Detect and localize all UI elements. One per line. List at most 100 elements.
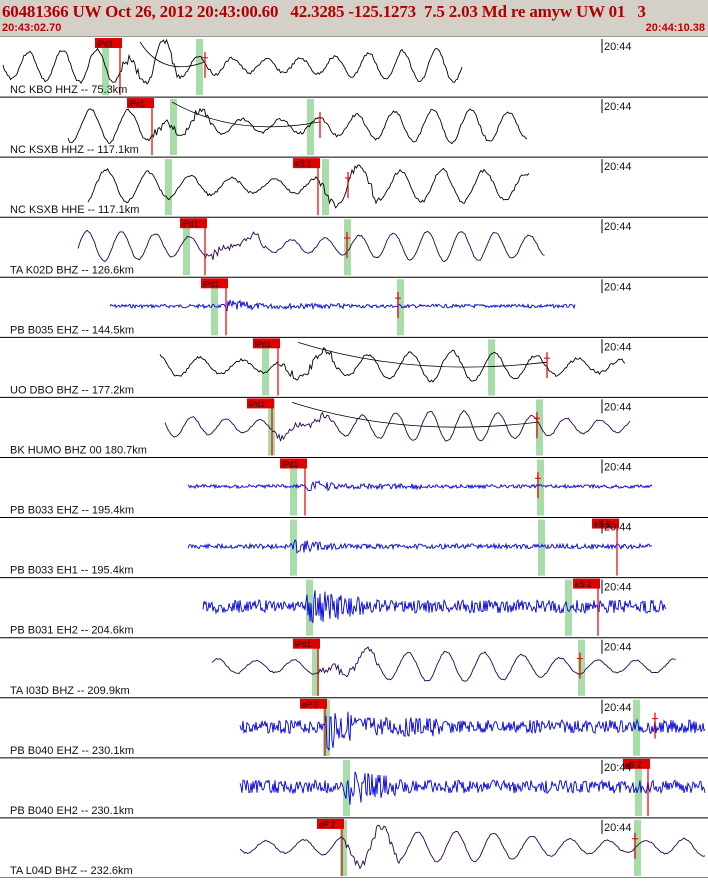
pick-window <box>536 399 543 456</box>
station-label: BK HUMO BHZ 00 180.7km <box>10 444 147 456</box>
pick-label: eS 2 <box>594 520 611 529</box>
station-label: NC KSXB HHE -- 117.1km <box>10 204 139 216</box>
trace-row[interactable]: eS 2 20:44 NC KSXB HHE -- 117.1km <box>0 158 708 218</box>
station-label: PB B033 EH1 -- 195.4km <box>10 565 134 577</box>
pick-window <box>211 279 218 336</box>
pick-label: iPd1 <box>255 340 272 349</box>
pick-label-box <box>300 698 327 709</box>
time-label: 20:44 <box>604 161 632 173</box>
station-label: PB B035 EHZ -- 144.5km <box>10 324 134 336</box>
pick-window <box>634 819 641 876</box>
pick-label-box <box>573 578 600 589</box>
pick-label: iPd1 <box>182 220 199 229</box>
pick-label: iPd1 <box>249 400 266 409</box>
trace-row[interactable]: iPd1 20:44 UO DBO BHZ -- 177.2km <box>0 338 708 398</box>
waveform <box>187 480 653 492</box>
waveform <box>239 824 706 870</box>
time-label: 20:44 <box>604 762 632 774</box>
pick-window <box>322 159 329 216</box>
pick-label: eS 2 <box>575 580 592 589</box>
pick-label-box <box>247 398 274 409</box>
time-label: 20:44 <box>604 221 632 233</box>
waveform <box>109 299 576 312</box>
pick-label-box <box>95 38 122 48</box>
pick-label-box <box>293 158 320 169</box>
pick-label-box <box>280 458 307 469</box>
pick-label-box <box>623 758 650 769</box>
time-label: 20:44 <box>604 41 632 53</box>
time-end: 20:44:10.38 <box>645 22 705 34</box>
trace-row[interactable]: iPd1 20:44 PB B035 EHZ -- 144.5km <box>0 278 708 338</box>
waveform <box>202 590 667 624</box>
time-label: 20:44 <box>604 642 632 654</box>
pick-label: eP 2 <box>302 700 319 709</box>
waveform <box>239 711 706 751</box>
pick-label-box <box>127 98 154 109</box>
trace-row[interactable]: iPc1 20:44 NC KSXB HHZ -- 117.1km <box>0 98 708 158</box>
station-label: TA I03D BHZ -- 209.9km <box>10 685 130 697</box>
time-label: 20:44 <box>604 522 632 534</box>
trace-row[interactable]: iPd1 20:44 TA K02D BHZ -- 126.6km <box>0 218 708 278</box>
pick-label: iPd1 <box>97 40 114 49</box>
trace-panel[interactable]: iPd1 20:44 NC KBO HHZ -- 75.3km iPc1 20:44 NC… <box>0 37 708 879</box>
station-label: PB B040 EHZ -- 230.1km <box>10 745 134 757</box>
trace-row[interactable]: eS 220:44 PB B033 EH1 -- 195.4km <box>0 518 708 579</box>
pick-window <box>633 699 640 756</box>
station-label: NC KSXB HHZ -- 117.1km <box>10 144 139 156</box>
trace-row[interactable]: eS 220:44 PB B040 EH2 -- 230.1km <box>0 758 708 819</box>
pick-label-box <box>317 818 344 829</box>
envelope-curve <box>291 402 538 428</box>
pick-label: iPd1 <box>295 640 312 649</box>
pick-label-box <box>253 338 280 349</box>
station-label: PB B040 EH2 -- 230.1km <box>10 805 134 817</box>
waveform <box>87 164 530 209</box>
waveform <box>77 229 545 263</box>
pick-label-box <box>592 518 619 529</box>
pick-window <box>397 279 404 336</box>
time-label: 20:44 <box>604 341 632 353</box>
pick-window <box>307 99 314 156</box>
trace-row[interactable]: eS 2 20:44 PB B031 EH2 -- 204.6km <box>0 578 708 639</box>
time-label: 20:44 <box>604 822 632 834</box>
envelope-curve <box>171 101 321 128</box>
pick-label: iPd1 <box>282 460 299 469</box>
pick-window <box>538 519 545 576</box>
waveform <box>187 539 653 554</box>
station-label: TA K02D BHZ -- 126.6km <box>10 264 134 276</box>
time-label: 20:44 <box>604 401 632 413</box>
pick-window <box>488 339 495 396</box>
waveform <box>164 410 631 442</box>
waveform <box>159 347 626 383</box>
trace-row[interactable]: iPd1 20:44 TA I03D BHZ -- 209.9km <box>0 638 708 699</box>
event-header: 60481366 UW Oct 26, 2012 20:43:00.60 42.… <box>0 0 708 37</box>
trace-row[interactable]: eP 2 20:44 PB B040 EHZ -- 230.1km <box>0 698 708 759</box>
pick-window <box>565 579 572 636</box>
pick-label: eP 2 <box>319 820 336 829</box>
pick-window <box>262 339 269 396</box>
pick-label-box <box>201 278 228 289</box>
pick-window <box>537 459 544 516</box>
pick-window <box>196 39 203 96</box>
pick-window <box>340 819 347 876</box>
pick-label-box <box>293 638 320 649</box>
time-start: 20:43:02.70 <box>2 22 62 34</box>
pick-window <box>578 639 585 696</box>
time-label: 20:44 <box>604 101 632 113</box>
time-label: 20:44 <box>604 702 632 714</box>
trace-row[interactable]: iPd1 20:44 PB B033 EHZ -- 195.4km <box>0 458 708 519</box>
station-label: NC KBO HHZ -- 75.3km <box>10 84 127 96</box>
event-title: 60481366 UW Oct 26, 2012 20:43:00.60 42.… <box>2 2 646 21</box>
trace-row[interactable]: iPd1 20:44 BK HUMO BHZ 00 180.7km <box>0 398 708 458</box>
waveform <box>211 646 676 682</box>
station-label: PB B033 EHZ -- 195.4km <box>10 505 134 517</box>
pick-window <box>183 219 190 276</box>
pick-window <box>170 99 177 156</box>
time-label: 20:44 <box>604 281 632 293</box>
trace-row[interactable]: iPd1 20:44 NC KBO HHZ -- 75.3km <box>0 38 708 98</box>
trace-row[interactable]: eP 2 20:44 TA L04D BHZ -- 232.6km <box>0 818 708 879</box>
pick-label-box <box>180 218 207 229</box>
pick-label: eS 2 <box>295 160 312 169</box>
pick-label: iPd1 <box>203 280 220 289</box>
pick-window <box>165 159 172 216</box>
